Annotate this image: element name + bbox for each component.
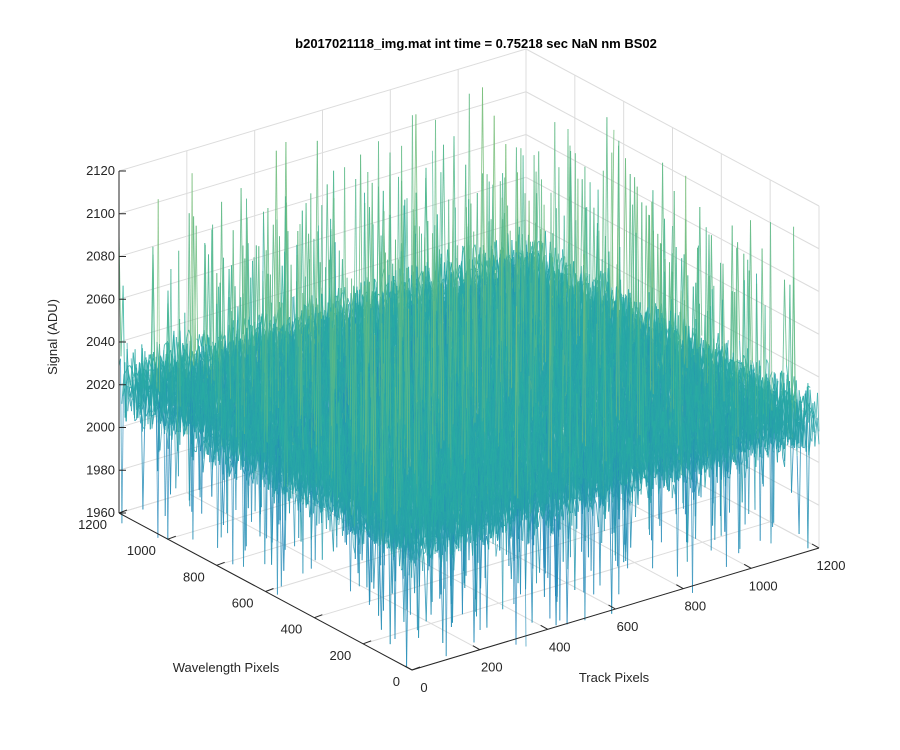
surface-segment [347,298,351,306]
surface-segment [314,140,318,330]
surface-segment [198,334,202,347]
surface-segment [238,188,242,349]
surface-segment [191,216,195,386]
surface-segment [120,285,124,357]
surface-segment [161,344,165,367]
grid-line-z-back [118,91,527,215]
surface-segment [443,144,446,292]
grid-line-z-side [525,48,820,207]
surface-segment [134,418,138,422]
surface-segment [226,268,230,359]
grid-line-z-back [118,48,527,172]
grid-line-z-back [118,134,527,257]
surface-segment [480,87,483,280]
surface-segment [324,184,328,341]
surface-segment [482,87,486,278]
surface-segment [272,224,276,323]
surface-segment [121,374,125,404]
surface-segment [263,211,266,310]
surface-segment [152,246,156,375]
surface-segment [127,365,131,367]
surface-plot [118,87,820,668]
